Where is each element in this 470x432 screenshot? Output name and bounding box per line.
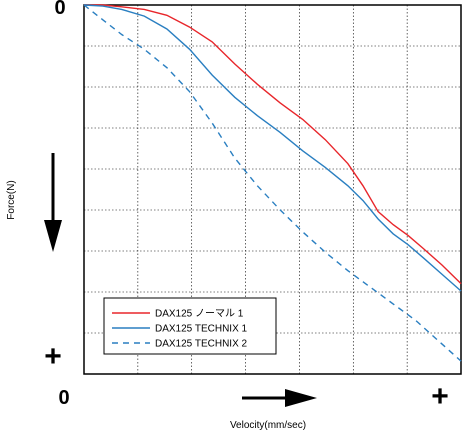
legend-label-1: DAX125 ノーマル 1	[155, 309, 244, 320]
legend-label-2: DAX125 TECHNIX 1	[155, 324, 248, 335]
series-line-2	[83, 4, 462, 292]
right-arrow-icon	[242, 389, 317, 407]
down-arrow-icon	[44, 153, 62, 252]
series-layer	[83, 4, 462, 362]
plot-frame	[83, 4, 462, 375]
x-origin-label: 0	[58, 387, 69, 409]
legend-items: DAX125 ノーマル 1 DAX125 TECHNIX 1 DAX125 TECH…	[112, 309, 248, 350]
series-line-3	[83, 4, 462, 362]
y-origin-label: 0	[54, 0, 65, 19]
series-line-1	[84, 4, 462, 285]
legend-label-3: DAX125 TECHNIX 2	[155, 339, 248, 350]
x-axis-label: Velocity(mm/sec)	[230, 420, 306, 431]
legend: DAX125 ノーマル 1 DAX125 TECHNIX 1 DAX125 TECH…	[103, 297, 277, 355]
y-axis-label: Force(N)	[6, 180, 17, 219]
y-plus-label: +	[44, 340, 62, 373]
x-plus-label: +	[431, 380, 449, 413]
legend-box	[103, 297, 277, 355]
